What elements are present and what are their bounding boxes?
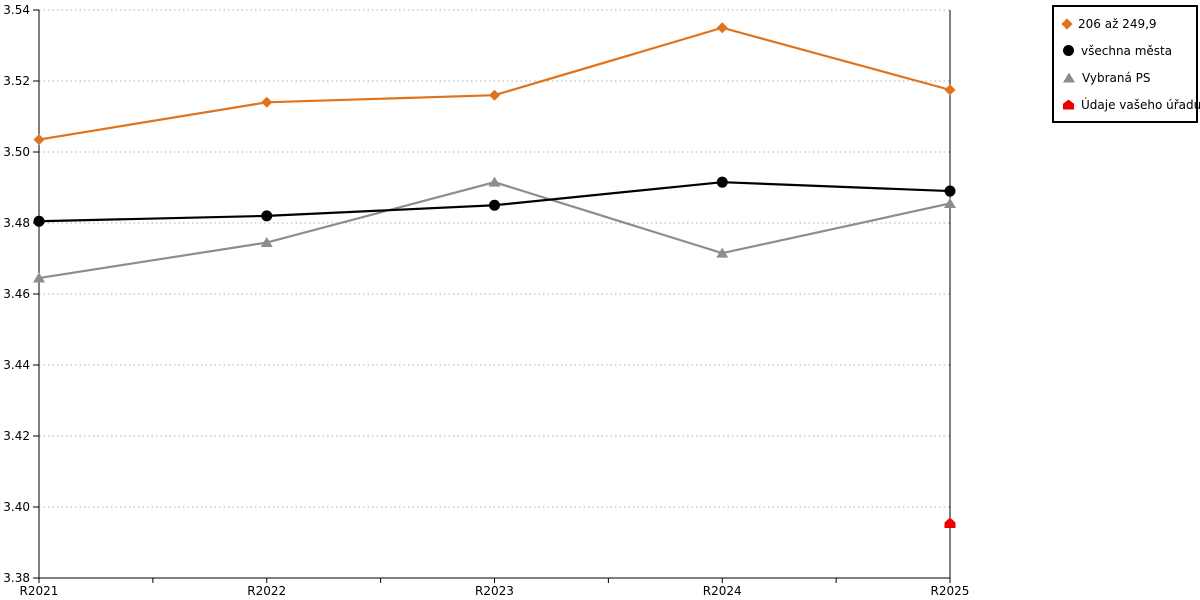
series-3	[944, 517, 956, 528]
legend-label: 206 až 249,9	[1078, 16, 1157, 31]
y-tick-label: 3.50	[3, 145, 30, 159]
legend-item-206-az-2499: 206 až 249,9	[1061, 16, 1192, 31]
y-tick-label: 3.52	[3, 74, 30, 88]
circle-marker-icon	[1063, 45, 1074, 56]
diamond-marker-icon	[1061, 17, 1073, 30]
legend-label: Vybraná PS	[1082, 70, 1151, 85]
house-marker-icon	[1063, 99, 1074, 110]
series-1	[33, 176, 956, 227]
chart-legend: 206 až 249,9 všechna města Vybraná PS Úd…	[1052, 5, 1200, 123]
y-tick-label: 3.46	[3, 287, 30, 301]
y-tick-label: 3.38	[3, 571, 30, 585]
triangle-marker-icon	[1063, 72, 1075, 83]
legend-item-vsechna-mesta: všechna města	[1063, 44, 1192, 58]
y-tick-label: 3.48	[3, 216, 30, 230]
x-tick-label: R2023	[475, 584, 514, 598]
y-tick-label: 3.40	[3, 500, 30, 514]
series-0	[33, 22, 956, 146]
y-tick-label: 3.54	[3, 3, 30, 17]
legend-item-udaje-vaseho-uradu: Údaje vašeho úřadu	[1063, 98, 1200, 112]
gridlines	[39, 9, 950, 508]
series-2	[33, 176, 956, 283]
x-tick-label: R2022	[247, 584, 286, 598]
x-tick-label: R2024	[703, 584, 742, 598]
x-tick-label: R2021	[20, 584, 59, 598]
y-tick-label: 3.44	[3, 358, 30, 372]
x-tick-label: R2025	[931, 584, 970, 598]
y-tick-label: 3.42	[3, 429, 30, 443]
x-tick-labels: R2021 R2022 R2023 R2024 R2025	[20, 578, 970, 598]
y-tick-labels: 3.38 3.40 3.42 3.44 3.46 3.48 3.50 3.52 3.54	[3, 3, 39, 585]
legend-label: všechna města	[1081, 43, 1173, 58]
legend-item-vybrana-ps: Vybraná PS	[1063, 71, 1192, 85]
legend-label: Údaje vašeho úřadu	[1081, 97, 1200, 112]
